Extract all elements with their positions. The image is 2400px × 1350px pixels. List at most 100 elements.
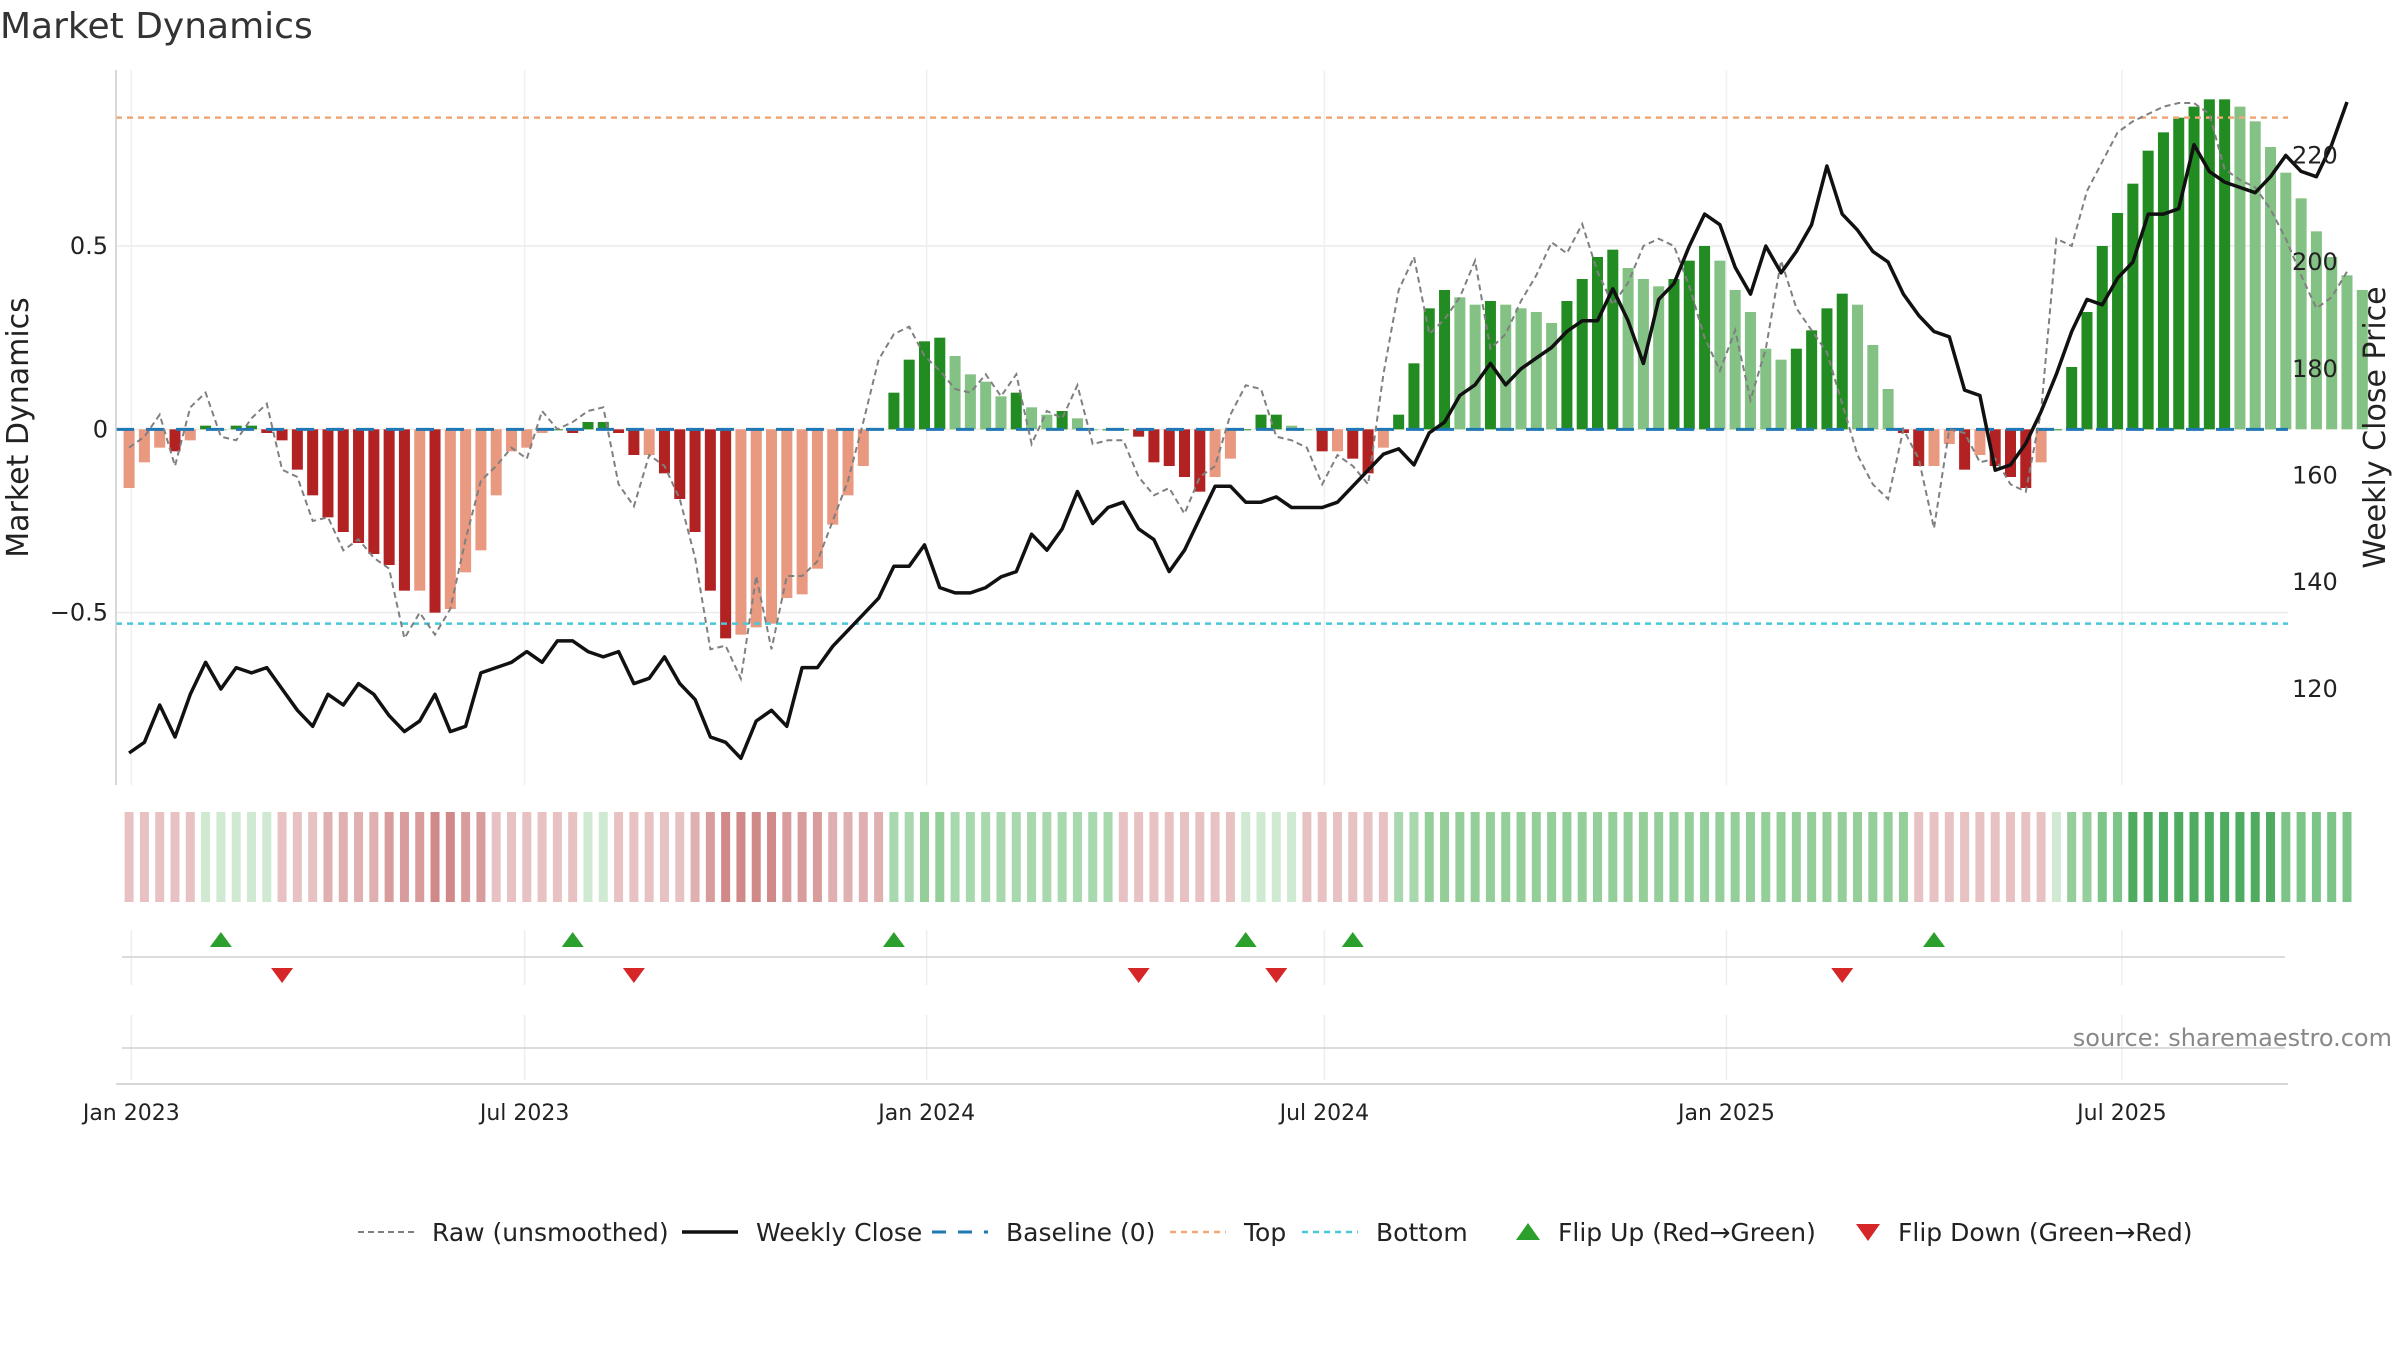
regime-cell [1072,812,1082,902]
dynamics-bar [337,429,349,532]
regime-cell [1057,812,1067,902]
dynamics-bar [2081,312,2093,430]
legend-item-baseline: Baseline (0) [932,1218,1155,1247]
dynamics-bar [1530,312,1542,430]
legend: Raw (unsmoothed) Weekly Close Baseline (0)… [358,1218,2193,1247]
dynamics-bar [720,429,732,639]
regime-cell [1791,812,1801,902]
regime-cell [1501,812,1511,902]
regime-cell [1883,812,1893,902]
regime-cell [1654,812,1664,902]
dynamics-bar [2326,257,2338,430]
regime-strip [124,812,2352,902]
dynamics-bar [2234,106,2246,430]
flip-down-marker [1127,968,1150,983]
dynamics-bar [1408,363,1420,430]
dynamics-bar [1867,345,1879,430]
regime-cell [996,812,1006,902]
regime-cell [476,812,486,902]
regime-cell [1195,812,1205,902]
regime-cell [1516,812,1526,902]
regime-cell [690,812,700,902]
regime-cell [2174,812,2184,902]
regime-cell [1164,812,1174,902]
left-tick-label: −0.5 [50,599,108,627]
dynamics-bar [2142,150,2154,430]
dynamics-bar [490,429,502,496]
dynamics-bar [1821,308,1833,430]
regime-cell [2189,812,2199,902]
legend-label: Weekly Close [756,1218,922,1247]
dynamics-bar [934,337,946,430]
dynamics-bar [918,341,930,430]
regime-cell [598,812,608,902]
regime-cell [1730,812,1740,902]
dynamics-bar [1683,260,1695,430]
regime-cell [2204,812,2214,902]
dynamics-bar [811,429,823,569]
x-tick-label: Jul 2024 [1278,1101,1370,1126]
regime-cell [139,812,149,902]
legend-item-bottom: Bottom [1302,1218,1468,1247]
dynamics-bar [1974,429,1986,455]
left-axis-label: Market Dynamics [1,297,36,558]
regime-cell [1134,812,1144,902]
regime-cell [445,812,455,902]
regime-cell [2143,812,2153,902]
regime-cell [1409,812,1419,902]
right-axis-label: Weekly Close Price [2358,286,2393,568]
regime-cell [828,812,838,902]
regime-cell [721,812,731,902]
dynamics-bar [1653,286,1665,430]
regime-cell [1700,812,1710,902]
dynamics-bar [1882,389,1894,430]
dynamics-bar [857,429,869,466]
dynamics-bar [1056,411,1068,430]
regime-cell [2220,812,2230,902]
x-tick-label: Jul 2023 [478,1101,570,1126]
dynamics-bar [184,429,196,441]
regime-cell [1562,812,1572,902]
dynamics-bar [1591,257,1604,430]
dynamics-bar [1331,429,1343,452]
regime-cell [1210,812,1220,902]
dynamics-bar [200,425,212,430]
dynamics-bar [2173,117,2185,430]
dynamics-bar [2203,99,2215,430]
dynamics-bar [368,429,380,554]
dynamics-bar [154,429,166,448]
regime-cell [1577,812,1587,902]
dynamics-bar [322,429,334,518]
dynamics-bar [567,429,579,433]
regime-cell [858,812,868,902]
regime-cell [1440,812,1450,902]
regime-cell [1807,812,1817,902]
legend-swatch [1516,1223,1540,1240]
regime-cell [1256,812,1266,902]
regime-cell [1593,812,1603,902]
x-tick-label: Jan 2023 [81,1101,180,1126]
regime-cell [1684,812,1694,902]
dynamics-bar [1240,429,1252,431]
dynamics-bar [353,429,365,543]
regime-cell [1715,812,1725,902]
regime-cell [1547,812,1557,902]
regime-cell [552,812,562,902]
regime-cell [537,812,547,902]
regime-cell [2082,812,2092,902]
dynamics-bar [1576,279,1588,430]
regime-cell [1302,812,1312,902]
legend-label: Flip Down (Green→Red) [1898,1218,2193,1247]
dynamics-bar [766,429,778,624]
regime-cell [2250,812,2260,902]
source-credit: source: sharemaestro.com [2073,1024,2392,1052]
regime-cell [1669,812,1679,902]
legend-item-flip_up: Flip Up (Red→Green) [1516,1218,1816,1247]
regime-cell [2097,812,2107,902]
regime-cell [782,812,792,902]
legend-label: Baseline (0) [1006,1218,1155,1247]
regime-cell [1088,812,1098,902]
regime-cell [1118,812,1128,902]
dynamics-bar [2188,106,2200,430]
